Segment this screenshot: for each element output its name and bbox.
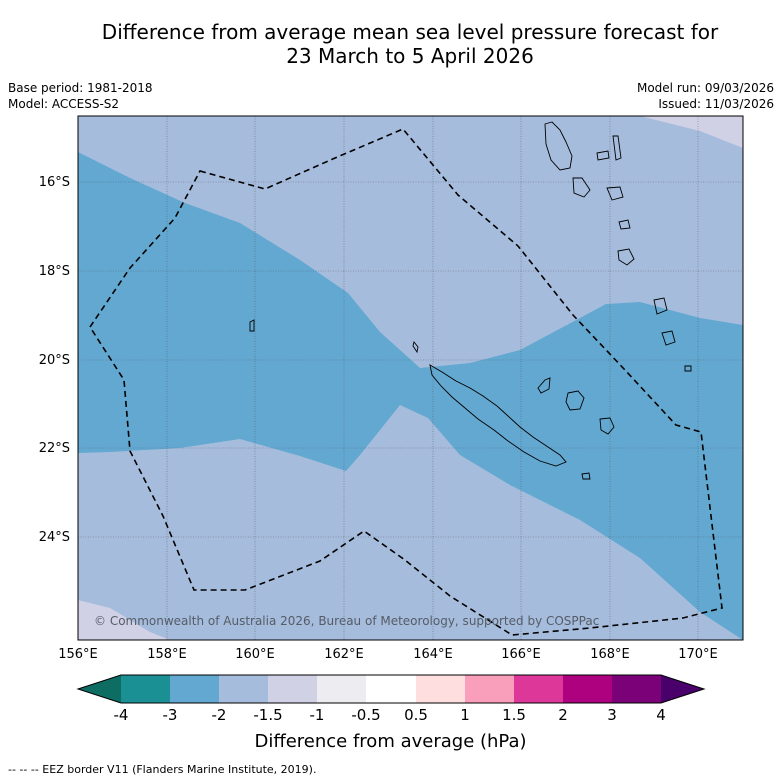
lat-label: 18°S [38,264,70,279]
colorbar-over-arrow [661,675,704,703]
vanuatu-tanna [617,248,635,266]
vanuatu-ambae [596,150,610,161]
lon-label: 160°E [235,647,275,662]
colorbar-outline [76,674,706,704]
base-period: Base period: 1981-2018 [8,81,153,95]
chart-title-line1: Difference from average mean sea level p… [101,20,719,44]
colorbar-segment [268,675,317,703]
matthew-hunter [653,297,668,315]
coastlines [249,121,692,480]
copyright-notice: © Commonwealth of Australia 2026, Bureau… [94,614,600,628]
colorbar-tick-label: 1 [460,706,470,724]
lon-label: 158°E [147,647,187,662]
lat-label: 22°S [38,441,70,456]
colorbar-tick-label: 4 [656,706,666,724]
colorbar-tick-label: -1.5 [253,706,283,724]
colorbar-segment [465,675,514,703]
grid-lines [78,116,743,640]
colorbar-tick-label: -1 [309,706,325,724]
vanuatu-malekula [572,177,591,198]
model-name: Model: ACCESS-S2 [8,97,120,111]
lon-label: 156°E [58,647,98,662]
anomaly-band-minus1-5-top-right [640,116,743,148]
colorbar-tick-label: -3 [162,706,178,724]
colorbar-segment [366,675,416,703]
model-run: Model run: 09/03/2026 [636,81,774,95]
lon-label: 170°E [678,647,718,662]
colorbar-tick-label: 1.5 [502,706,526,724]
lon-label: 162°E [324,647,364,662]
colorbar-segment [612,675,661,703]
loyalty-mare [599,417,615,435]
colorbar-tick-label: -2 [211,706,227,724]
belep-islands [412,341,419,354]
colorbar-segment [219,675,268,703]
colorbar-segment [416,675,465,703]
map-area [78,116,743,640]
colorbar-under-arrow [78,675,121,703]
loyalty-lifou [565,390,585,411]
colorbar-segment [317,675,366,703]
vanuatu-efate [606,186,624,201]
lat-label: 16°S [38,175,70,190]
chart-title-line2: 23 March to 5 April 2026 [286,44,534,68]
colorbar-segment [170,675,219,703]
map-frame [77,115,744,641]
colorbar-title: Difference from average (hPa) [254,731,527,752]
vanuatu-espiritu-santo [544,121,573,171]
colorbar-tick-label: -4 [113,706,129,724]
issued-date: Issued: 11/03/2026 [658,97,774,111]
walpole-island [581,472,591,480]
anomaly-band-minus1-5-bottom-left [78,600,170,640]
lat-label: 24°S [38,530,70,545]
loyalty-ouvea [537,377,551,394]
colorbar-segment [121,675,170,703]
vanuatu-erromango [618,219,631,230]
eez-legend-footnote: -- -- -- EEZ border V11 (Flanders Marine… [8,763,317,776]
small-islet-east [684,365,692,372]
lon-label: 164°E [413,647,453,662]
new-caledonia-coast [429,364,567,467]
colorbar-tick-label: 2 [558,706,568,724]
anomaly-band-minus3 [78,152,743,640]
colorbar-tick-label: 3 [607,706,617,724]
lon-label: 166°E [501,647,541,662]
lon-label: 168°E [590,647,630,662]
eez-border [89,128,723,636]
hunter-reef [661,330,676,346]
colorbar-tick-label: -0.5 [351,706,381,724]
colorbar-segment [514,675,563,703]
colorbar-tick-label: 0.5 [404,706,428,724]
colorbar [76,674,706,704]
colorbar-segment [563,675,612,703]
lat-label: 20°S [38,353,70,368]
chesterfield-reef [249,319,255,332]
vanuatu-pentecost [612,135,622,161]
